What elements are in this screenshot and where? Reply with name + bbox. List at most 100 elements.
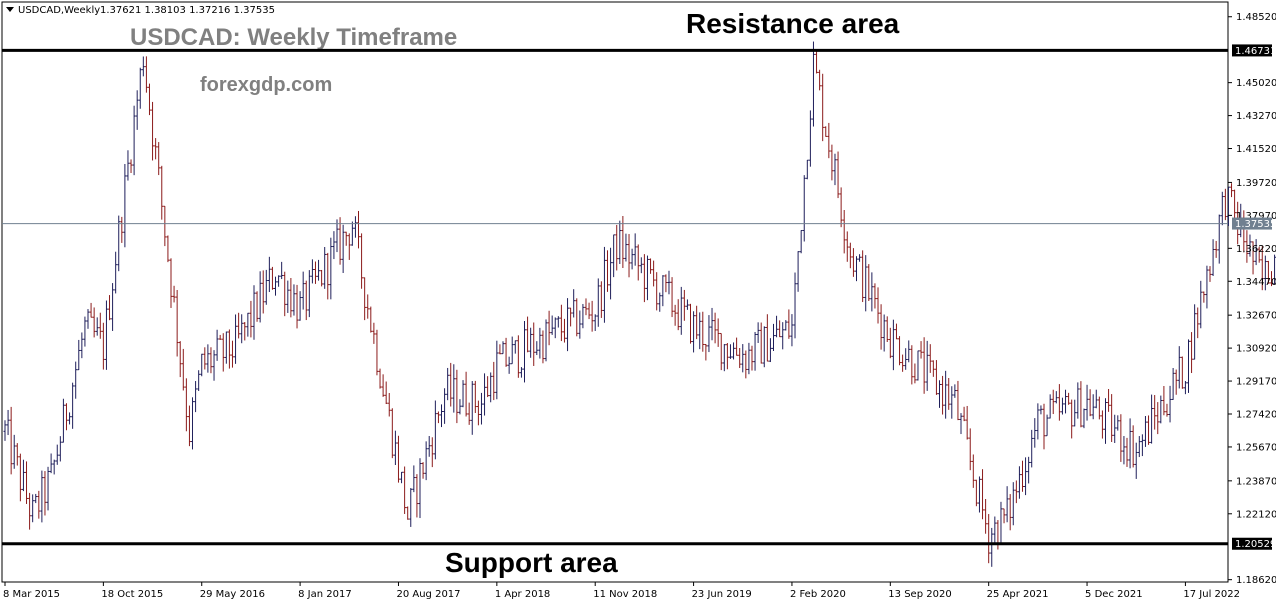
support-price-text: 1.20529 [1235, 539, 1276, 550]
ohlc-bar [639, 257, 643, 274]
ohlc-bar [692, 311, 696, 353]
ohlc-bar [1076, 382, 1080, 419]
ohlc-bar [1122, 436, 1126, 465]
ohlc-bar [1100, 410, 1104, 439]
ohlc-bar [1005, 486, 1009, 523]
ohlc-bar [427, 436, 431, 457]
ohlc-bar [882, 314, 886, 352]
x-tick-label: 8 Mar 2015 [3, 589, 60, 600]
ohlc-bar [934, 360, 938, 395]
ohlc-bar [1119, 414, 1123, 462]
ohlc-bar [489, 372, 493, 403]
ohlc-bar [1088, 389, 1092, 417]
ohlc-bar [1137, 436, 1141, 458]
ohlc-bar [516, 335, 520, 378]
ohlc-bar [1223, 188, 1227, 221]
ohlc-bar [870, 272, 874, 312]
ohlc-bar [830, 144, 834, 181]
ohlc-bar [547, 310, 551, 346]
ohlc-bar [409, 488, 413, 527]
ohlc-bar [1125, 437, 1129, 467]
ohlc-bar [1107, 388, 1111, 412]
ohlc-bar [430, 437, 434, 468]
ohlc-bar [77, 339, 81, 371]
ohlc-bar [289, 277, 293, 318]
ohlc-bar [750, 345, 754, 371]
ohlc-values: 1.37621 1.38103 1.37216 1.37535 [100, 5, 275, 16]
ohlc-bar [704, 343, 708, 361]
ohlc-bar [965, 405, 969, 440]
ohlc-bar [1039, 405, 1043, 415]
ohlc-bar [449, 362, 453, 407]
ohlc-bar [784, 320, 788, 331]
ohlc-bar [747, 342, 751, 375]
ohlc-bar [464, 371, 468, 417]
ohlc-bar [599, 281, 603, 318]
ohlc-bar [765, 314, 769, 362]
ohlc-bar [467, 402, 471, 425]
ohlc-bar [418, 458, 422, 519]
ohlc-bar [283, 271, 287, 317]
ohlc-bar [28, 492, 32, 530]
ohlc-bar [6, 409, 10, 436]
ohlc-bar [759, 322, 763, 364]
x-axis: 8 Mar 2015 18 Oct 2015 29 May 2016 8 Jan 20… [3, 582, 1240, 600]
ohlc-bar [1067, 392, 1071, 405]
ohlc-bar [264, 269, 268, 305]
ohlc-bar [642, 254, 646, 303]
x-tick-label: 17 Jul 2022 [1183, 589, 1240, 600]
ohlc-bar [126, 150, 130, 181]
ohlc-bar [762, 326, 766, 368]
ohlc-bar [1193, 304, 1197, 360]
ohlc-bar [612, 234, 616, 278]
ohlc-bar [95, 317, 99, 336]
ohlc-bar [329, 237, 333, 300]
ohlc-bar [129, 159, 133, 174]
ohlc-bar [1060, 397, 1064, 415]
ohlc-bar [833, 153, 837, 186]
ohlc-bar [37, 490, 41, 519]
current-price-text: 1.37535 [1235, 219, 1276, 230]
ohlc-bar [1257, 246, 1261, 263]
ohlc-bar [243, 321, 247, 341]
ohlc-bar [234, 314, 238, 364]
ohlc-bar [80, 332, 84, 359]
x-tick-label: 2 Feb 2020 [790, 589, 846, 600]
ohlc-bar [1214, 240, 1218, 258]
ohlc-bar [953, 384, 957, 398]
ohlc-bar [412, 465, 416, 493]
header-triangle-icon [6, 7, 14, 12]
ohlc-bar [1220, 191, 1224, 226]
ohlc-bar [424, 441, 428, 481]
ohlc-bar [344, 231, 348, 246]
ohlc-bar [695, 305, 699, 340]
y-tick-label: 1.41520 [1236, 144, 1276, 155]
ohlc-bar [633, 233, 637, 266]
ohlc-bar [461, 380, 465, 408]
ohlc-bar [529, 327, 533, 358]
ohlc-bar [867, 264, 871, 301]
ohlc-bar [1048, 394, 1052, 419]
ohlc-bar [596, 278, 600, 327]
x-tick-label: 8 Jan 2017 [298, 589, 352, 600]
x-tick-label: 11 Nov 2018 [593, 589, 657, 600]
ohlc-bar [802, 175, 806, 242]
ohlc-bar [433, 400, 437, 460]
ohlc-bar [1165, 403, 1169, 417]
ohlc-bar [741, 344, 745, 373]
ohlc-bar [504, 337, 508, 367]
ohlc-bar [415, 474, 419, 518]
y-tick-label: 1.39720 [1236, 178, 1276, 189]
ohlc-bar [151, 101, 155, 161]
y-tick-label: 1.45020 [1236, 78, 1276, 89]
ohlc-bar [845, 231, 849, 262]
ohlc-bar [440, 404, 444, 428]
ohlc-bar [421, 462, 425, 479]
ohlc-bar [221, 333, 225, 372]
ohlc-bar [1156, 402, 1160, 435]
ohlc-bar [615, 224, 619, 271]
ohlc-bar [1143, 415, 1147, 447]
ohlc-bar [707, 315, 711, 353]
ohlc-bar [910, 345, 914, 385]
